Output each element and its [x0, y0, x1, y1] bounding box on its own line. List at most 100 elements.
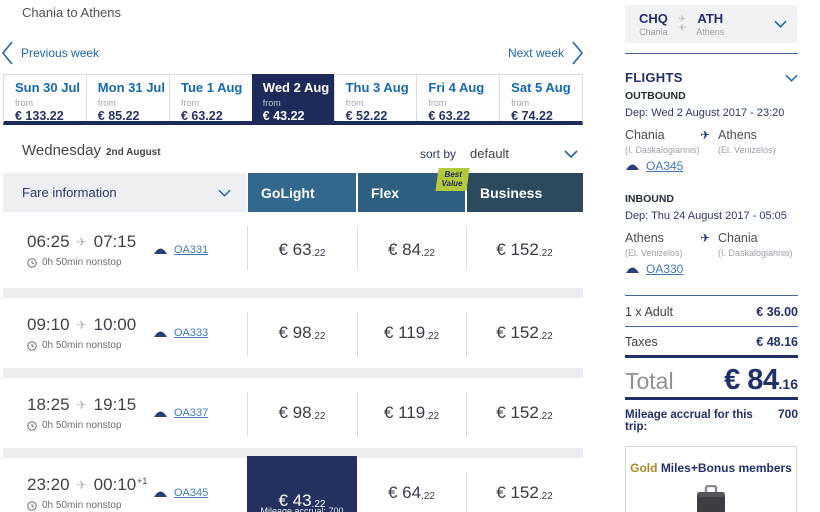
flight-row-oa331: 06:25 ✈ 07:15 0h 50min nonstop OA331 € 63 …	[3, 212, 583, 288]
fare-option-golight[interactable]: € 98 .22	[247, 378, 357, 448]
roundtrip-planes-icon: ✈ ✈	[677, 14, 687, 35]
column-header-golight[interactable]: GoLight	[248, 173, 356, 212]
date-tab-sat-5-aug[interactable]: Sat 5 Aug from € 74.22	[499, 75, 582, 123]
row-divider	[3, 288, 583, 298]
date-tab-thu-3-aug[interactable]: Thu 3 Aug from € 52.22	[333, 75, 417, 123]
date-tab-sun-30-jul[interactable]: Sun 30 Jul from € 133.22	[15, 80, 81, 123]
outbound-label: OUTBOUND	[625, 90, 686, 102]
fare-option-business[interactable]: € 152 .22	[466, 378, 583, 448]
flight-number-link[interactable]: OA345	[174, 487, 209, 499]
inbound-route: Athens ✈ Chania	[625, 231, 758, 245]
flight-row-oa345: 23:20 ✈ 00:10 +1 0h 50min nonstop OA345 € 4…	[3, 456, 583, 512]
flight-number-link[interactable]: OA331	[174, 244, 209, 256]
chevron-down-icon	[785, 74, 798, 82]
fare-table-header: Fare information GoLight Flex Business B…	[3, 168, 583, 212]
origin-code: CHQ	[639, 11, 668, 26]
clock-icon	[27, 500, 37, 511]
chevron-right-icon	[572, 41, 583, 65]
destination-city: Athens	[696, 27, 725, 37]
day-date: 2nd August	[105, 147, 161, 158]
airline-logo-icon	[154, 248, 167, 254]
flight-number-link[interactable]: OA345	[646, 159, 684, 173]
plane-icon: ✈	[76, 235, 87, 249]
flights-section-toggle[interactable]: FLIGHTS	[625, 70, 798, 85]
date-tab-bar: Sun 30 Jul from € 133.22 Mon 31 Jul from…	[3, 74, 583, 125]
fare-option-business[interactable]: € 152 .22	[466, 298, 583, 368]
plane-icon: ✈	[700, 231, 711, 245]
promo-title: Gold Miles+Bonus members	[630, 461, 792, 475]
taxes-row: Taxes € 48.16	[625, 335, 798, 349]
airline-logo-icon	[626, 267, 639, 273]
clock-icon	[27, 257, 37, 268]
page-title: Chania to Athens	[22, 5, 122, 20]
inbound-departure: Dep: Thu 24 August 2017 - 05:05	[625, 210, 787, 222]
flight-times: 09:10 ✈ 10:00 0h 50min nonstop	[27, 315, 137, 351]
plane-icon: ✈	[76, 398, 87, 412]
date-tab-fri-4-aug[interactable]: Fri 4 Aug from € 63.22	[416, 75, 499, 123]
clock-icon	[27, 340, 37, 351]
miles-bonus-promo-banner[interactable]: Gold Miles+Bonus members	[625, 446, 797, 512]
flight-number-link[interactable]: OA333	[174, 327, 209, 339]
airline-logo-icon	[154, 491, 167, 497]
flight-times: 06:25 ✈ 07:15 0h 50min nonstop	[27, 232, 137, 268]
fare-option-golight[interactable]: € 63 .22	[247, 212, 357, 288]
sort-value: default	[470, 146, 510, 161]
destination-code: ATH	[697, 11, 724, 26]
fare-option-flex[interactable]: € 119 .22	[357, 298, 466, 368]
chevron-left-icon	[2, 41, 13, 65]
airline-logo-icon	[626, 164, 639, 170]
column-header-business[interactable]: Business	[467, 173, 583, 212]
previous-week-label: Previous week	[21, 46, 100, 60]
suitcase-icon	[697, 485, 725, 512]
mileage-accrual-row: Mileage accrual for this trip: 700	[625, 407, 798, 433]
sort-label: sort by	[420, 146, 457, 161]
day-name: Wednesday	[22, 142, 101, 159]
outbound-route: Chania ✈ Athens	[625, 128, 757, 142]
fare-information-label: Fare information	[22, 185, 117, 200]
plane-icon: ✈	[76, 318, 87, 332]
fare-option-business[interactable]: € 152 .22	[466, 458, 583, 512]
flight-number-link[interactable]: OA330	[646, 262, 684, 276]
fare-option-golight-selected[interactable]: € 43 .22 Mileage accrual: 700	[247, 456, 357, 512]
date-tab-tue-1-aug[interactable]: Tue 1 Aug from € 63.22	[168, 75, 252, 123]
total-row: Total € 84.16	[625, 364, 798, 396]
route-summary-toggle[interactable]: CHQ Chania ✈ ✈ ATH Athens	[625, 5, 797, 43]
next-week-button[interactable]: Next week	[448, 41, 583, 65]
fare-option-flex[interactable]: € 84 .22	[357, 212, 466, 288]
best-value-badge: Best Value	[435, 168, 470, 192]
fare-option-business[interactable]: € 152 .22	[466, 212, 583, 288]
fare-option-golight[interactable]: € 98 .22	[247, 298, 357, 368]
next-week-label: Next week	[507, 46, 564, 60]
sort-dropdown[interactable]: sort by default	[420, 146, 578, 161]
outbound-departure: Dep: Wed 2 August 2017 - 23:20	[625, 107, 785, 119]
flight-row-oa333: 09:10 ✈ 10:00 0h 50min nonstop OA333 € 98 …	[3, 298, 583, 368]
chevron-down-icon	[564, 149, 578, 158]
mileage-note: Mileage accrual: 700	[260, 506, 344, 512]
divider	[625, 355, 798, 358]
flight-number-link[interactable]: OA337	[174, 407, 209, 419]
inbound-airports: (El. Venizelos) (I. Daskalogiannis)	[625, 248, 793, 258]
outbound-flight: OA345	[625, 159, 683, 173]
inbound-flight: OA330	[625, 262, 683, 276]
adult-fare-row: 1 x Adult € 36.00	[625, 305, 798, 319]
flight-times: 18:25 ✈ 19:15 0h 50min nonstop	[27, 395, 137, 431]
divider	[625, 295, 798, 296]
date-tab-mon-31-jul[interactable]: Mon 31 Jul from € 85.22	[85, 75, 169, 123]
origin-city: Chania	[639, 27, 668, 37]
fare-information-toggle[interactable]: Fare information	[3, 173, 246, 212]
airline-logo-icon	[154, 411, 167, 417]
airline-logo-icon	[154, 331, 167, 337]
fare-option-flex[interactable]: € 119 .22	[357, 378, 466, 448]
flight-times: 23:20 ✈ 00:10 +1 0h 50min nonstop	[27, 475, 148, 511]
flight-row-oa337: 18:25 ✈ 19:15 0h 50min nonstop OA337 € 98 …	[3, 378, 583, 448]
chevron-down-icon[interactable]	[774, 20, 787, 28]
plane-icon: ✈	[700, 128, 711, 142]
next-day-indicator: +1	[137, 476, 148, 486]
date-tab-wed-2-aug-selected[interactable]: Wed 2 Aug from € 43.22	[251, 74, 334, 123]
row-divider	[3, 368, 583, 378]
plane-icon: ✈	[76, 478, 87, 492]
previous-week-button[interactable]: Previous week	[2, 41, 99, 65]
outbound-airports: (I. Daskalogiannis) (El. Venizelos)	[625, 145, 776, 155]
fare-option-flex[interactable]: € 64 .22	[388, 483, 435, 502]
